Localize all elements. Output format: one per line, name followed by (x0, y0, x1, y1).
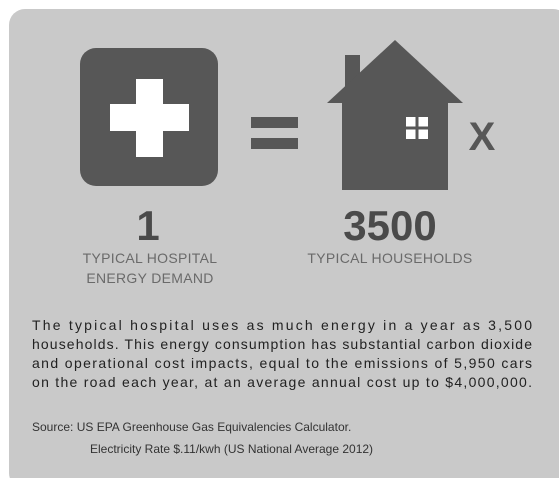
household-count: 3500 (343, 202, 436, 249)
house-body (342, 98, 448, 190)
hospital-label: ENERGY DEMAND (86, 270, 213, 286)
description-line: The typical hospital uses as much energy… (32, 317, 532, 333)
source-line: Electricity Rate $.11/kwh (US National A… (90, 442, 373, 456)
roof (327, 40, 463, 103)
hospital-count: 1 (136, 202, 159, 249)
hospital-label: TYPICAL HOSPITAL (83, 250, 218, 266)
cross-horizontal (110, 104, 189, 131)
description-line: on the road each year, at an average ann… (32, 374, 532, 390)
description-line: households. This energy consumption has … (32, 336, 532, 352)
household-label: TYPICAL HOUSEHOLDS (307, 250, 472, 266)
equals-bar (251, 138, 298, 149)
equals-bar (251, 117, 298, 128)
multiplier: X (469, 115, 496, 159)
house-icon (327, 40, 463, 190)
source-line: Source: US EPA Greenhouse Gas Equivalenc… (32, 420, 351, 434)
description-line: and operational cost impacts, equal to t… (32, 355, 532, 371)
